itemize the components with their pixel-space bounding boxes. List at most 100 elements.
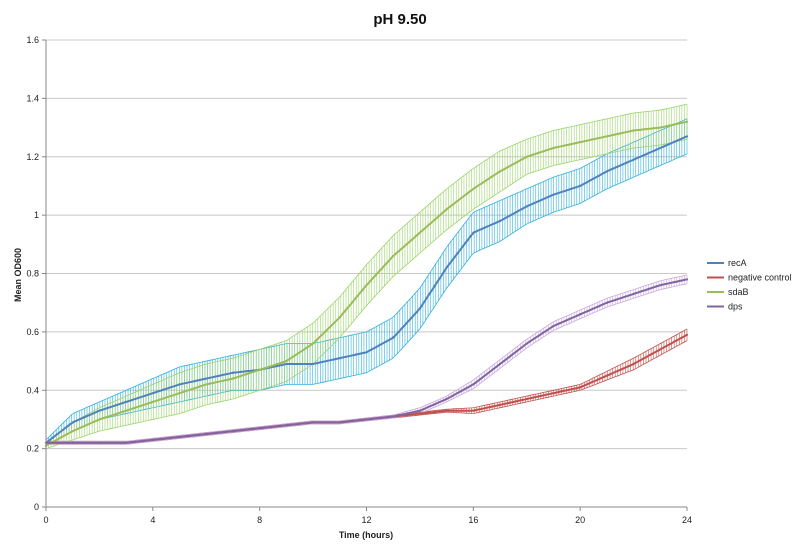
- y-tick-label: 0.4: [26, 385, 39, 395]
- data-point: [472, 409, 475, 412]
- series-lines: [44, 120, 689, 447]
- data-point: [659, 146, 662, 150]
- data-point: [552, 146, 555, 150]
- series-points-reca: [44, 135, 689, 444]
- data-point: [98, 409, 101, 412]
- data-point: [418, 412, 422, 415]
- data-point: [579, 184, 582, 188]
- y-tick-label: 1.6: [26, 35, 39, 45]
- y-tick-label: 0.8: [26, 269, 39, 279]
- data-point: [151, 438, 154, 441]
- data-point: [525, 342, 528, 345]
- data-point: [498, 170, 502, 173]
- x-tick-label: 20: [575, 515, 585, 525]
- data-point: [472, 383, 475, 386]
- data-point: [125, 400, 128, 404]
- y-tick-label: 1: [34, 210, 39, 220]
- y-axis-title: Mean OD600: [13, 248, 23, 302]
- data-point: [632, 158, 635, 161]
- data-point: [472, 187, 475, 190]
- data-point: [445, 397, 448, 401]
- data-point: [338, 357, 341, 360]
- data-point: [525, 205, 528, 208]
- data-point: [392, 336, 395, 339]
- error-cap-lower: [45, 138, 688, 449]
- y-tick-label: 1.2: [26, 152, 39, 162]
- data-point: [418, 231, 422, 234]
- x-tick-label: 24: [682, 515, 692, 525]
- data-point: [258, 427, 261, 430]
- data-point: [685, 333, 689, 336]
- data-point: [498, 362, 502, 366]
- data-point: [365, 418, 368, 421]
- data-point: [659, 126, 662, 129]
- x-tick-label: 8: [257, 515, 262, 525]
- y-tick-label: 0.2: [26, 444, 39, 454]
- data-point: [525, 397, 528, 401]
- x-axis-title: Time (hours): [339, 530, 393, 540]
- data-point: [178, 383, 181, 386]
- data-point: [231, 430, 235, 433]
- data-point: [205, 383, 208, 386]
- series-points-dps: [44, 278, 689, 444]
- data-point: [445, 208, 448, 211]
- data-point: [552, 324, 555, 328]
- data-point: [418, 307, 422, 310]
- data-point: [285, 424, 288, 427]
- data-point: [151, 400, 154, 404]
- data-point: [178, 392, 181, 395]
- data-point: [231, 377, 235, 380]
- data-point: [365, 284, 368, 287]
- legend-label-sdab: sdaB: [728, 287, 749, 297]
- data-point: [472, 231, 475, 234]
- data-point: [205, 377, 208, 380]
- data-point: [632, 129, 635, 132]
- data-point: [71, 421, 74, 424]
- data-point: [258, 368, 261, 371]
- series-points-sdab: [44, 120, 689, 447]
- data-point: [605, 135, 608, 138]
- data-point: [71, 430, 74, 433]
- x-tick-label: 0: [43, 515, 48, 525]
- data-point: [498, 403, 502, 406]
- data-point: [98, 418, 101, 421]
- error-cap-upper: [45, 103, 688, 444]
- data-point: [418, 409, 422, 412]
- data-point: [178, 435, 181, 439]
- data-point: [605, 374, 608, 377]
- data-point: [151, 392, 154, 395]
- legend-label-negative-control: negative control: [728, 273, 792, 283]
- data-point: [605, 170, 608, 173]
- data-point: [71, 441, 74, 444]
- x-tick-label: 12: [361, 515, 371, 525]
- data-point: [632, 292, 635, 296]
- data-point: [125, 441, 128, 444]
- data-point: [659, 348, 662, 351]
- data-point: [579, 313, 582, 316]
- error-cap-lower: [45, 153, 688, 447]
- data-point: [285, 362, 288, 366]
- data-point: [365, 351, 368, 354]
- error-cap-upper: [45, 118, 688, 441]
- y-tick-label: 0: [34, 502, 39, 512]
- data-point: [445, 409, 448, 412]
- y-tick-label: 1.4: [26, 93, 39, 103]
- data-point: [231, 371, 235, 374]
- data-point: [285, 359, 288, 363]
- data-point: [685, 278, 689, 281]
- x-tick-label: 4: [150, 515, 155, 525]
- data-point: [311, 362, 315, 366]
- data-point: [98, 441, 101, 444]
- data-point: [125, 409, 128, 412]
- data-point: [579, 141, 582, 144]
- data-point: [205, 432, 208, 436]
- data-point: [498, 219, 502, 223]
- data-point: [605, 301, 608, 304]
- data-point: [685, 135, 689, 138]
- legend-label-reca: recA: [728, 258, 747, 268]
- error-cap-upper: [46, 274, 688, 442]
- data-point: [392, 415, 395, 418]
- axes: 0 0.2 0.4 0.6 0.8 1 1.2 1.4 1.6 0 4 8 12 16 20 24: [26, 35, 692, 525]
